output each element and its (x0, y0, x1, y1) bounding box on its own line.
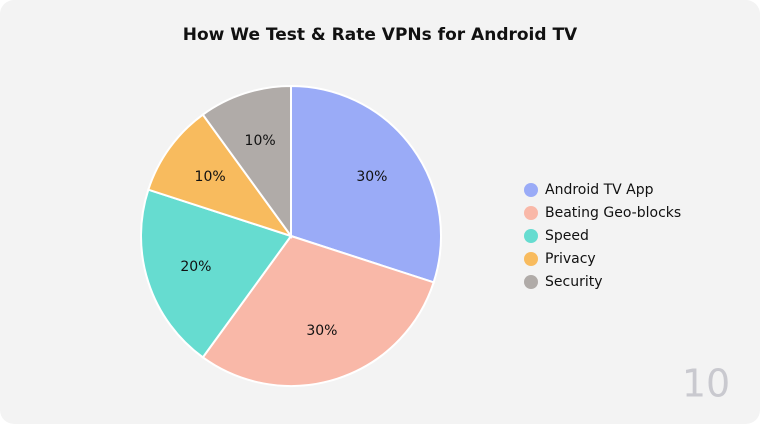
slice-label: 20% (180, 259, 211, 275)
chart-title: How We Test & Rate VPNs for Android TV (183, 25, 578, 45)
pie-slice (201, 234, 435, 387)
slice-label: 30% (306, 323, 337, 339)
legend-swatch (524, 206, 538, 220)
pie-slice (140, 188, 293, 359)
legend-swatch (524, 229, 538, 243)
legend-label: Security (545, 274, 603, 290)
legend-label: Privacy (545, 251, 596, 267)
legend-swatch (524, 252, 538, 266)
legend-label: Speed (545, 228, 589, 244)
legend-swatch (524, 275, 538, 289)
pie-slice (290, 84, 442, 284)
pie: 30% 30% 20% 10% 10% (140, 84, 442, 387)
legend: Android TV App Beating Geo-blocks Speed Pri… (524, 182, 681, 290)
pie-slice (147, 113, 294, 238)
pie-slice (201, 84, 292, 240)
slice-label: 10% (245, 133, 276, 149)
legend-label: Android TV App (545, 182, 654, 198)
slice-label: 10% (195, 169, 226, 185)
slice-label: 30% (356, 169, 387, 185)
legend-label: Beating Geo-blocks (545, 205, 681, 221)
legend-swatch (524, 183, 538, 197)
brand-logo: 10 (682, 362, 730, 406)
